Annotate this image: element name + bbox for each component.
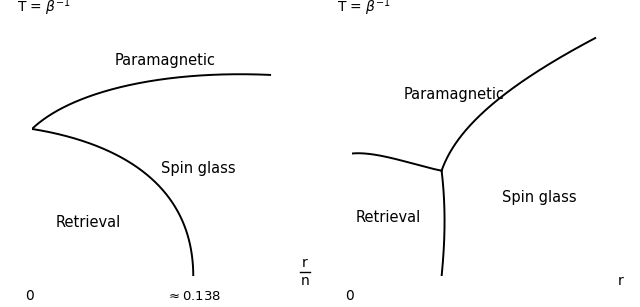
Text: Paramagnetic: Paramagnetic: [115, 53, 216, 68]
Text: 0: 0: [25, 289, 34, 303]
Text: r: r: [618, 274, 624, 288]
Text: $\approx 0.138$: $\approx 0.138$: [166, 290, 221, 303]
Text: r: r: [302, 256, 307, 270]
Text: Spin glass: Spin glass: [161, 161, 236, 176]
Text: Retrieval: Retrieval: [355, 210, 420, 225]
Text: Spin glass: Spin glass: [502, 190, 576, 205]
Text: 0: 0: [345, 289, 354, 303]
Text: T = $\beta^{-1}$: T = $\beta^{-1}$: [337, 0, 391, 18]
Text: Retrieval: Retrieval: [56, 215, 121, 230]
Text: Paramagnetic: Paramagnetic: [404, 87, 505, 102]
Text: T = $\beta^{-1}$: T = $\beta^{-1}$: [17, 0, 71, 18]
Text: n: n: [300, 274, 309, 288]
